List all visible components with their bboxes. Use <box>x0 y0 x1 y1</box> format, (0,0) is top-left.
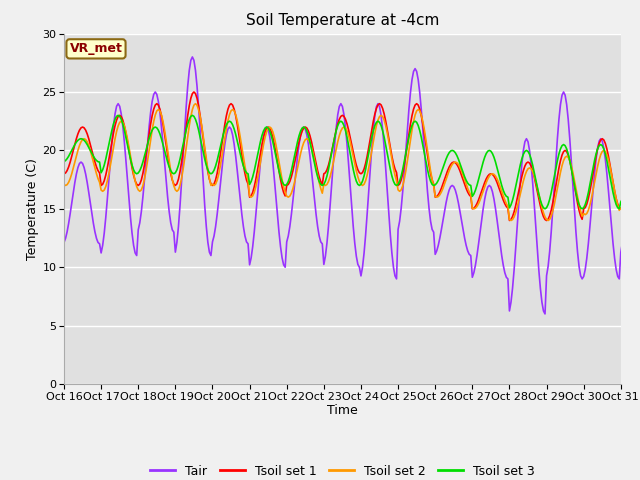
Tsoil set 3 <box>80 137 88 143</box>
Tsoil set 3 <box>115 112 122 118</box>
Tsoil set 3 <box>60 159 68 165</box>
Legend: Tair, Tsoil set 1, Tsoil set 2, Tsoil set 3: Tair, Tsoil set 1, Tsoil set 2, Tsoil se… <box>145 460 540 480</box>
Tsoil set 1 <box>99 181 106 187</box>
Tsoil set 2 <box>484 176 492 182</box>
Tsoil set 2 <box>507 217 515 223</box>
Tsoil set 3 <box>366 142 374 148</box>
Y-axis label: Temperature (C): Temperature (C) <box>26 158 40 260</box>
Tsoil set 2 <box>366 156 374 162</box>
Tair <box>80 165 88 170</box>
Tair <box>484 184 492 190</box>
Tsoil set 1 <box>366 136 374 142</box>
Tsoil set 1 <box>573 200 581 206</box>
Tsoil set 1 <box>80 125 88 131</box>
Tsoil set 2 <box>573 194 581 200</box>
Line: Tsoil set 1: Tsoil set 1 <box>64 92 640 220</box>
Text: VR_met: VR_met <box>70 42 122 55</box>
Tair <box>99 242 106 248</box>
Tsoil set 1 <box>506 217 513 223</box>
Tsoil set 1 <box>484 173 492 179</box>
Tair <box>60 240 68 245</box>
Tsoil set 3 <box>484 148 492 154</box>
Title: Soil Temperature at -4cm: Soil Temperature at -4cm <box>246 13 439 28</box>
Tsoil set 2 <box>191 101 199 107</box>
Tair <box>189 54 196 60</box>
Tsoil set 3 <box>541 206 549 212</box>
Tsoil set 3 <box>573 196 581 202</box>
Line: Tsoil set 2: Tsoil set 2 <box>64 104 640 220</box>
Tsoil set 1 <box>190 89 198 95</box>
Tsoil set 2 <box>60 182 68 188</box>
Line: Tair: Tair <box>64 57 640 314</box>
Tsoil set 1 <box>60 171 68 177</box>
Tair <box>573 249 581 254</box>
Tair <box>541 311 549 317</box>
Tsoil set 3 <box>99 167 106 173</box>
Tsoil set 2 <box>99 188 106 194</box>
Tair <box>366 166 374 171</box>
X-axis label: Time: Time <box>327 405 358 418</box>
Tsoil set 2 <box>80 136 88 142</box>
Line: Tsoil set 3: Tsoil set 3 <box>64 115 640 209</box>
